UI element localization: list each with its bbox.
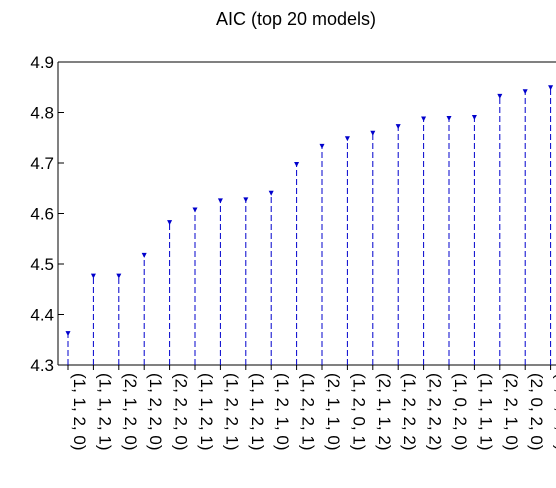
y-tick-label: 4.7: [30, 154, 54, 173]
x-tick-label: (1, 1, 2, 1): [197, 373, 216, 450]
stem-marker: [319, 143, 325, 149]
x-tick-label: (2, 2, 1, 0): [502, 373, 521, 450]
stem-marker: [167, 220, 173, 226]
y-tick-label: 4.4: [30, 306, 54, 325]
y-tick-label: 4.5: [30, 255, 54, 274]
stem-marker: [370, 130, 376, 136]
stem-marker: [268, 190, 274, 196]
x-tick-label: (2, 1, 1, 0): [324, 373, 343, 450]
x-tick-label: (2, 2, 2, 2): [553, 373, 556, 450]
stem-marker: [446, 116, 452, 122]
stem-marker: [294, 162, 300, 168]
x-tick-label: (1, 1, 1, 1): [476, 373, 495, 450]
stem-marker: [497, 93, 503, 99]
x-tick-label: (2, 2, 2, 2): [426, 373, 445, 450]
stem-marker: [90, 273, 96, 279]
stem-marker: [192, 207, 198, 213]
stem-marker: [548, 85, 554, 91]
x-tick-label: (2, 1, 2, 0): [121, 373, 140, 450]
y-tick-label: 4.6: [30, 205, 54, 224]
x-tick-label: (1, 1, 2, 1): [95, 373, 114, 450]
x-tick-label: (2, 1, 1, 2): [375, 373, 394, 450]
y-tick-label: 4.3: [30, 356, 54, 375]
stem-marker: [141, 252, 147, 258]
x-tick-label: (1, 2, 2, 2): [400, 373, 419, 450]
x-tick-label: (1, 1, 2, 1): [248, 373, 267, 450]
stem-marker: [116, 273, 122, 279]
plot-area: 4.3 4.4 4.5 4.6 4.7 4.8 4.9 (1, 1, 2, 0) (1, 1, …: [30, 53, 556, 450]
stem-marker: [395, 124, 401, 130]
stem-marker: [421, 116, 427, 122]
x-tick-label: (2, 0, 2, 0): [527, 373, 546, 450]
stem-marker: [522, 89, 528, 95]
x-tick-label: (1, 0, 2, 0): [451, 373, 470, 450]
x-tick-label: (1, 2, 2, 1): [299, 373, 318, 450]
y-tick-label: 4.9: [30, 53, 54, 72]
x-tick-label: (1, 1, 2, 0): [70, 373, 89, 450]
stem-marker: [65, 331, 71, 337]
stem-marker: [217, 198, 223, 204]
y-tick-label: 4.8: [30, 104, 54, 123]
x-tick-label: (1, 2, 1, 0): [273, 373, 292, 450]
stem-marker: [344, 136, 350, 142]
x-tick-label: (1, 2, 2, 1): [222, 373, 241, 450]
chart-title: AIC (top 20 models): [216, 9, 376, 29]
x-tick-label: (1, 2, 0, 1): [349, 373, 368, 450]
x-tick-label: (2, 2, 2, 0): [172, 373, 191, 450]
stem-marker: [471, 115, 477, 121]
x-tick-label: (1, 2, 2, 0): [146, 373, 165, 450]
stem-marker: [243, 197, 249, 203]
